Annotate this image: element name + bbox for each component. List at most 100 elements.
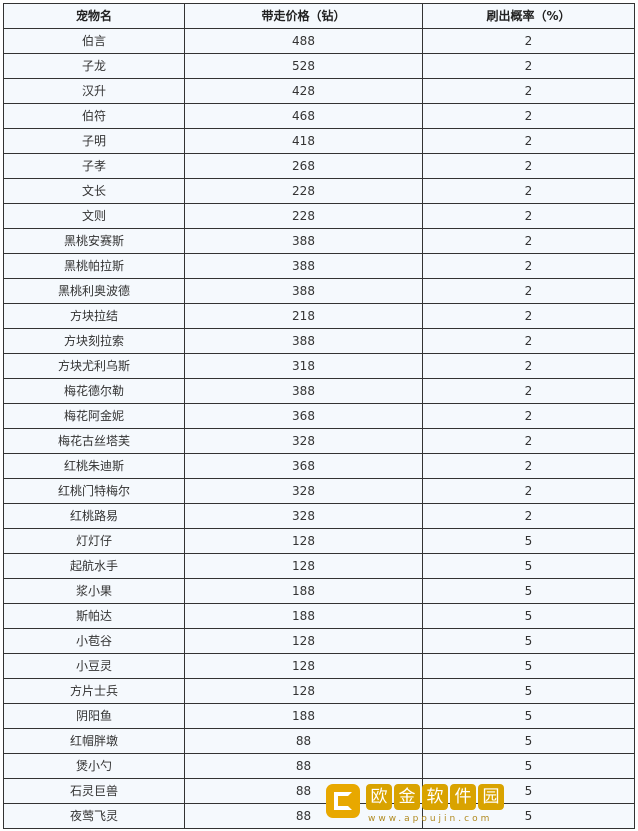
pet-name-cell: 石灵巨兽 bbox=[3, 778, 185, 804]
pet-name-cell: 方块尤利乌斯 bbox=[3, 353, 185, 379]
price-cell: 388 bbox=[184, 328, 423, 354]
watermark-char: 欧 bbox=[366, 784, 392, 810]
watermark-char: 件 bbox=[450, 784, 476, 810]
watermark-char: 软 bbox=[422, 784, 448, 810]
table-row: 子孝 268 2 bbox=[3, 153, 635, 179]
price-cell: 528 bbox=[184, 53, 423, 79]
rate-cell: 2 bbox=[422, 453, 635, 479]
rate-cell: 2 bbox=[422, 328, 635, 354]
rate-cell: 2 bbox=[422, 228, 635, 254]
rate-cell: 2 bbox=[422, 478, 635, 504]
pet-name-cell: 斯帕达 bbox=[3, 603, 185, 629]
rate-cell: 2 bbox=[422, 353, 635, 379]
price-cell: 428 bbox=[184, 78, 423, 104]
pet-name-cell: 黑桃安赛斯 bbox=[3, 228, 185, 254]
rate-cell: 5 bbox=[422, 603, 635, 629]
table-row: 煲小勺 88 5 bbox=[3, 753, 635, 779]
pet-name-cell: 起航水手 bbox=[3, 553, 185, 579]
pet-table: 宠物名 带走价格（钻） 刷出概率（%） 伯言 488 2 子龙 528 2 汉升 428 2 伯符… bbox=[3, 3, 635, 829]
table-header-row: 宠物名 带走价格（钻） 刷出概率（%） bbox=[3, 3, 635, 29]
watermark-char: 园 bbox=[478, 784, 504, 810]
price-cell: 88 bbox=[184, 753, 423, 779]
pet-name-cell: 文则 bbox=[3, 203, 185, 229]
rate-cell: 5 bbox=[422, 653, 635, 679]
table-row: 梅花阿金妮 368 2 bbox=[3, 403, 635, 429]
rate-cell: 2 bbox=[422, 78, 635, 104]
price-cell: 368 bbox=[184, 453, 423, 479]
table-row: 石灵巨兽 88 5 bbox=[3, 778, 635, 804]
price-cell: 128 bbox=[184, 678, 423, 704]
table-row: 方片士兵 128 5 bbox=[3, 678, 635, 704]
header-price: 带走价格（钻） bbox=[184, 3, 423, 29]
price-cell: 128 bbox=[184, 628, 423, 654]
table-row: 红帽胖墩 88 5 bbox=[3, 728, 635, 754]
price-cell: 488 bbox=[184, 28, 423, 54]
price-cell: 128 bbox=[184, 653, 423, 679]
table-row: 起航水手 128 5 bbox=[3, 553, 635, 579]
rate-cell: 5 bbox=[422, 628, 635, 654]
rate-cell: 5 bbox=[422, 678, 635, 704]
rate-cell: 2 bbox=[422, 253, 635, 279]
rate-cell: 5 bbox=[422, 553, 635, 579]
pet-name-cell: 方片士兵 bbox=[3, 678, 185, 704]
pet-name-cell: 红桃朱迪斯 bbox=[3, 453, 185, 479]
rate-cell: 5 bbox=[422, 703, 635, 729]
table-row: 浆小果 188 5 bbox=[3, 578, 635, 604]
rate-cell: 5 bbox=[422, 753, 635, 779]
pet-name-cell: 小苞谷 bbox=[3, 628, 185, 654]
price-cell: 268 bbox=[184, 153, 423, 179]
pet-name-cell: 方块刻拉索 bbox=[3, 328, 185, 354]
pet-name-cell: 红帽胖墩 bbox=[3, 728, 185, 754]
table-row: 子龙 528 2 bbox=[3, 53, 635, 79]
watermark-icon bbox=[326, 784, 360, 818]
table-row: 小苞谷 128 5 bbox=[3, 628, 635, 654]
rate-cell: 2 bbox=[422, 403, 635, 429]
table-row: 斯帕达 188 5 bbox=[3, 603, 635, 629]
rate-cell: 2 bbox=[422, 378, 635, 404]
pet-name-cell: 夜莺飞灵 bbox=[3, 803, 185, 829]
rate-cell: 2 bbox=[422, 203, 635, 229]
table-row: 汉升 428 2 bbox=[3, 78, 635, 104]
price-cell: 388 bbox=[184, 253, 423, 279]
rate-cell: 2 bbox=[422, 178, 635, 204]
table-row: 伯符 468 2 bbox=[3, 103, 635, 129]
table-row: 伯言 488 2 bbox=[3, 28, 635, 54]
rate-cell: 2 bbox=[422, 53, 635, 79]
pet-name-cell: 汉升 bbox=[3, 78, 185, 104]
pet-name-cell: 浆小果 bbox=[3, 578, 185, 604]
pet-name-cell: 黑桃帕拉斯 bbox=[3, 253, 185, 279]
table-row: 夜莺飞灵 88 5 bbox=[3, 803, 635, 829]
watermark-url: www.apoujin.com bbox=[368, 814, 493, 824]
pet-name-cell: 伯言 bbox=[3, 28, 185, 54]
price-cell: 328 bbox=[184, 428, 423, 454]
price-cell: 218 bbox=[184, 303, 423, 329]
pet-name-cell: 红桃路易 bbox=[3, 503, 185, 529]
pet-name-cell: 子龙 bbox=[3, 53, 185, 79]
table-row: 红桃朱迪斯 368 2 bbox=[3, 453, 635, 479]
pet-name-cell: 阴阳鱼 bbox=[3, 703, 185, 729]
price-cell: 388 bbox=[184, 228, 423, 254]
rate-cell: 5 bbox=[422, 728, 635, 754]
pet-name-cell: 煲小勺 bbox=[3, 753, 185, 779]
pet-name-cell: 子明 bbox=[3, 128, 185, 154]
table-row: 方块尤利乌斯 318 2 bbox=[3, 353, 635, 379]
price-cell: 188 bbox=[184, 703, 423, 729]
table-row: 小豆灵 128 5 bbox=[3, 653, 635, 679]
rate-cell: 2 bbox=[422, 278, 635, 304]
price-cell: 388 bbox=[184, 278, 423, 304]
table-row: 红桃路易 328 2 bbox=[3, 503, 635, 529]
price-cell: 368 bbox=[184, 403, 423, 429]
pet-name-cell: 方块拉结 bbox=[3, 303, 185, 329]
table-row: 灯灯仔 128 5 bbox=[3, 528, 635, 554]
price-cell: 188 bbox=[184, 603, 423, 629]
pet-name-cell: 梅花古丝塔芙 bbox=[3, 428, 185, 454]
price-cell: 228 bbox=[184, 203, 423, 229]
table-row: 方块刻拉索 388 2 bbox=[3, 328, 635, 354]
watermark-char: 金 bbox=[394, 784, 420, 810]
table-row: 子明 418 2 bbox=[3, 128, 635, 154]
watermark-text: 欧金软件园 bbox=[366, 784, 504, 810]
table-row: 红桃门特梅尔 328 2 bbox=[3, 478, 635, 504]
table-row: 黑桃安赛斯 388 2 bbox=[3, 228, 635, 254]
watermark-logo: 欧金软件园 www.apoujin.com bbox=[326, 782, 510, 828]
price-cell: 388 bbox=[184, 378, 423, 404]
